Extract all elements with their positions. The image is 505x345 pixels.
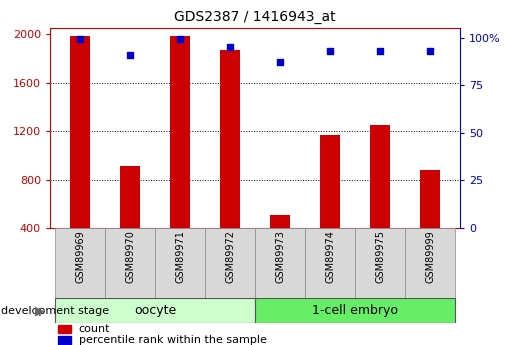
Text: GSM89999: GSM89999 — [425, 230, 435, 283]
Point — [176, 37, 184, 42]
Bar — [120, 166, 140, 228]
FancyBboxPatch shape — [105, 228, 155, 298]
Point — [276, 60, 284, 65]
Bar — [320, 135, 340, 228]
Point — [76, 37, 84, 42]
FancyBboxPatch shape — [355, 228, 405, 298]
Bar — [170, 36, 190, 228]
Title: GDS2387 / 1416943_at: GDS2387 / 1416943_at — [174, 10, 336, 24]
FancyBboxPatch shape — [205, 228, 255, 298]
FancyBboxPatch shape — [305, 228, 355, 298]
Bar — [370, 125, 390, 228]
FancyBboxPatch shape — [55, 228, 105, 298]
Text: count: count — [79, 324, 110, 334]
Bar — [420, 170, 440, 228]
Point — [426, 48, 434, 53]
Bar — [255, 298, 455, 323]
Point — [326, 48, 334, 53]
Point — [126, 52, 134, 57]
Text: GSM89974: GSM89974 — [325, 230, 335, 283]
Point — [226, 44, 234, 50]
Bar — [70, 37, 90, 228]
Text: 1-cell embryo: 1-cell embryo — [312, 304, 398, 317]
Bar — [55, 298, 255, 323]
Bar — [58, 336, 71, 344]
Text: GSM89970: GSM89970 — [125, 230, 135, 283]
Bar — [58, 325, 71, 333]
Text: development stage: development stage — [1, 306, 109, 315]
FancyBboxPatch shape — [405, 228, 455, 298]
Text: GSM89969: GSM89969 — [75, 230, 85, 283]
FancyBboxPatch shape — [255, 228, 305, 298]
Text: oocyte: oocyte — [134, 304, 176, 317]
Text: GSM89973: GSM89973 — [275, 230, 285, 283]
Text: GSM89975: GSM89975 — [375, 230, 385, 283]
Bar — [220, 50, 240, 228]
Text: GSM89971: GSM89971 — [175, 230, 185, 283]
Text: percentile rank within the sample: percentile rank within the sample — [79, 335, 267, 345]
FancyBboxPatch shape — [155, 228, 205, 298]
Point — [376, 48, 384, 53]
Text: ▶: ▶ — [35, 304, 45, 317]
Bar — [270, 215, 290, 228]
Text: GSM89972: GSM89972 — [225, 230, 235, 283]
